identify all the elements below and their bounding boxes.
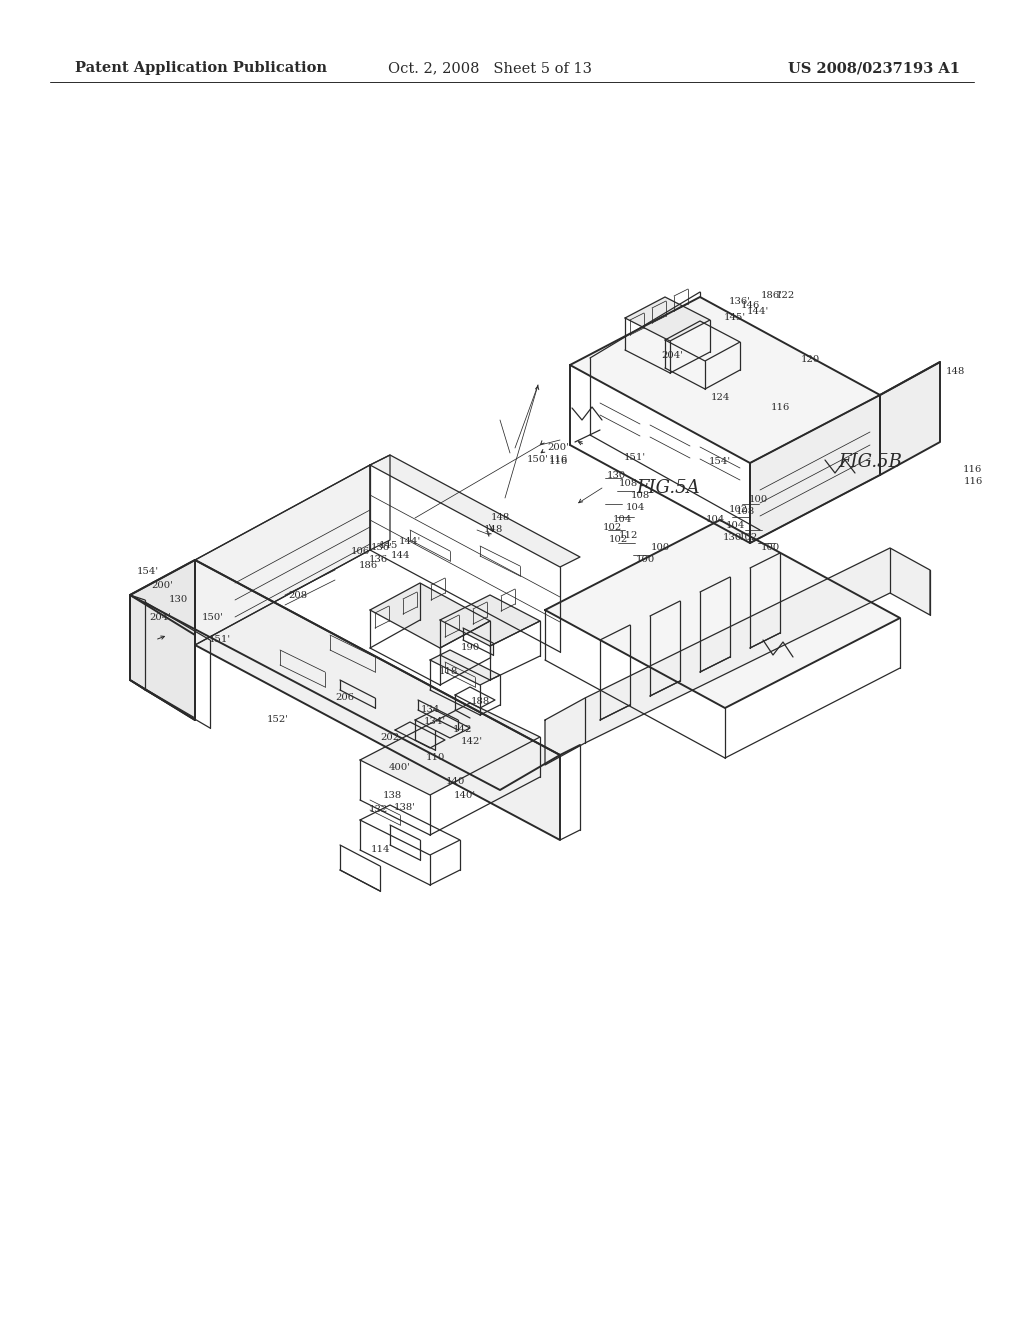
- Text: 134: 134: [420, 705, 439, 714]
- Polygon shape: [570, 297, 880, 463]
- Polygon shape: [195, 465, 370, 645]
- Polygon shape: [130, 560, 195, 719]
- Text: 144: 144: [390, 550, 410, 560]
- Text: 106: 106: [350, 548, 370, 557]
- Text: 130: 130: [606, 470, 626, 479]
- Text: 151': 151': [209, 635, 231, 644]
- Text: 144': 144': [399, 537, 421, 546]
- Text: 104: 104: [725, 520, 744, 529]
- Text: 102: 102: [728, 506, 748, 515]
- Text: 130: 130: [168, 595, 187, 605]
- Polygon shape: [545, 520, 900, 708]
- Text: 190: 190: [461, 644, 479, 652]
- Text: 100: 100: [635, 556, 654, 565]
- Polygon shape: [880, 362, 940, 475]
- Text: US 2008/0237193 A1: US 2008/0237193 A1: [788, 61, 961, 75]
- Text: 146: 146: [740, 301, 760, 309]
- Text: 124: 124: [711, 393, 730, 403]
- Text: 136': 136': [371, 544, 393, 553]
- Text: 100: 100: [650, 544, 670, 553]
- Text: 140': 140': [454, 791, 476, 800]
- Text: 142: 142: [453, 726, 472, 734]
- Text: 188: 188: [470, 697, 489, 706]
- Text: 202: 202: [381, 734, 399, 742]
- Polygon shape: [625, 297, 710, 341]
- Text: 116: 116: [549, 455, 567, 465]
- Text: 136': 136': [729, 297, 751, 306]
- Text: 152': 152': [267, 715, 289, 725]
- Text: 122: 122: [775, 290, 795, 300]
- Text: 200': 200': [547, 444, 569, 453]
- Polygon shape: [195, 560, 560, 840]
- Text: 136: 136: [369, 556, 387, 565]
- Text: 186': 186': [761, 290, 783, 300]
- Text: FIG.5A: FIG.5A: [636, 479, 699, 498]
- Polygon shape: [370, 455, 580, 568]
- Text: 134': 134': [424, 718, 446, 726]
- Text: Oct. 2, 2008   Sheet 5 of 13: Oct. 2, 2008 Sheet 5 of 13: [388, 61, 592, 75]
- Text: Patent Application Publication: Patent Application Publication: [75, 61, 327, 75]
- Text: 206: 206: [336, 693, 354, 702]
- Text: 145': 145': [724, 314, 746, 322]
- Text: 208: 208: [289, 590, 307, 599]
- Text: 116: 116: [963, 466, 982, 474]
- Text: 114: 114: [371, 846, 390, 854]
- Text: 204': 204': [662, 351, 683, 359]
- Text: 138: 138: [382, 791, 401, 800]
- Polygon shape: [360, 704, 540, 795]
- Text: 142': 142': [461, 738, 483, 747]
- Text: 102: 102: [738, 533, 758, 543]
- Text: FIG.5B: FIG.5B: [838, 453, 902, 471]
- Text: 100: 100: [761, 544, 779, 553]
- Text: 108: 108: [631, 491, 649, 499]
- Text: 102: 102: [602, 524, 622, 532]
- Text: 200': 200': [152, 581, 173, 590]
- Text: 150': 150': [202, 614, 224, 623]
- Text: 120: 120: [801, 355, 819, 364]
- Polygon shape: [130, 560, 560, 789]
- Text: 112: 112: [618, 531, 638, 540]
- Text: 116: 116: [770, 404, 790, 412]
- Text: 100: 100: [749, 495, 768, 504]
- Text: 130: 130: [722, 533, 741, 543]
- Text: 154': 154': [709, 458, 731, 466]
- Polygon shape: [430, 649, 500, 685]
- Text: 104: 104: [612, 516, 632, 524]
- Text: 140: 140: [445, 777, 465, 787]
- Polygon shape: [750, 395, 880, 543]
- Text: 145: 145: [378, 540, 397, 549]
- Text: 154': 154': [137, 568, 159, 577]
- Text: 132: 132: [369, 805, 388, 814]
- Text: 138': 138': [394, 804, 416, 813]
- Text: 110: 110: [425, 754, 444, 763]
- Text: 116: 116: [549, 458, 567, 466]
- Text: 118: 118: [438, 668, 458, 676]
- Text: 108: 108: [618, 479, 638, 487]
- Polygon shape: [440, 595, 540, 645]
- Text: 104: 104: [626, 503, 645, 512]
- Text: 102: 102: [608, 536, 628, 544]
- Polygon shape: [370, 583, 490, 648]
- Text: 108: 108: [735, 507, 755, 516]
- Text: 186: 186: [358, 561, 378, 570]
- Text: 400': 400': [389, 763, 411, 772]
- Text: 148: 148: [945, 367, 965, 376]
- Text: 148: 148: [483, 525, 503, 535]
- Text: 148: 148: [490, 513, 510, 523]
- Text: 204': 204': [150, 614, 171, 623]
- Text: 150': 150': [527, 455, 549, 465]
- Polygon shape: [545, 548, 930, 766]
- Text: 144': 144': [746, 308, 769, 317]
- Text: 116: 116: [964, 478, 983, 487]
- Text: 151': 151': [624, 454, 646, 462]
- Text: 104: 104: [706, 516, 725, 524]
